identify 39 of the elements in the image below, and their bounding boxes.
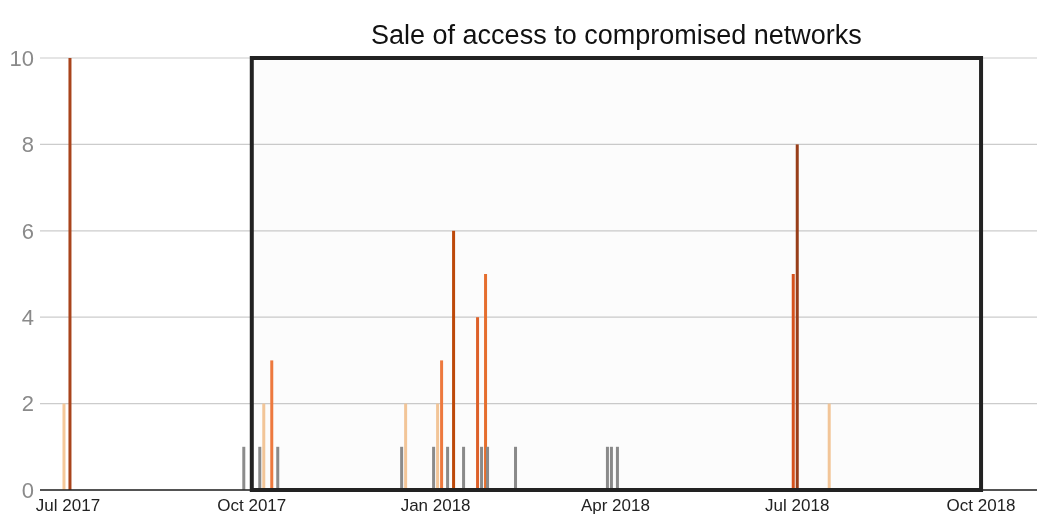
- x-tick-label: Apr 2018: [580, 496, 650, 515]
- bar: [827, 403, 831, 490]
- bar: [242, 446, 246, 490]
- y-tick-label: 8: [21, 132, 34, 158]
- x-tick-label: Jul 2018: [765, 496, 830, 515]
- bar: [462, 446, 466, 490]
- x-tick-label: Oct 2017: [217, 496, 287, 515]
- bar: [68, 58, 72, 490]
- y-tick-label: 10: [9, 45, 34, 71]
- bar: [276, 446, 280, 490]
- bar: [400, 446, 404, 490]
- x-tick-label: Jan 2018: [400, 496, 471, 515]
- bar: [609, 446, 613, 490]
- bar: [440, 360, 444, 490]
- x-tick-label: Jul 2017: [35, 496, 101, 515]
- bar: [605, 446, 609, 490]
- bar: [514, 446, 518, 490]
- y-tick-label: 6: [21, 218, 34, 244]
- bar: [436, 403, 440, 490]
- bar: [484, 274, 488, 490]
- bar: [486, 446, 490, 490]
- y-tick-label: 2: [21, 391, 34, 417]
- bar: [270, 360, 274, 490]
- bar: [446, 446, 450, 490]
- bar: [791, 274, 795, 490]
- y-tick-label: 4: [21, 304, 34, 330]
- bar: [262, 403, 266, 490]
- bar: [432, 446, 436, 490]
- bar: [795, 144, 799, 490]
- bar: [452, 230, 456, 490]
- bar: [404, 403, 408, 490]
- y-tick-label: 0: [21, 477, 34, 503]
- x-tick-label: Oct 2018: [946, 496, 1016, 515]
- band-label: Sale of access to compromised networks: [371, 20, 862, 50]
- bar: [476, 317, 480, 490]
- bar: [615, 446, 619, 490]
- bar: [480, 446, 484, 490]
- bar: [258, 446, 262, 490]
- bar: [62, 403, 66, 490]
